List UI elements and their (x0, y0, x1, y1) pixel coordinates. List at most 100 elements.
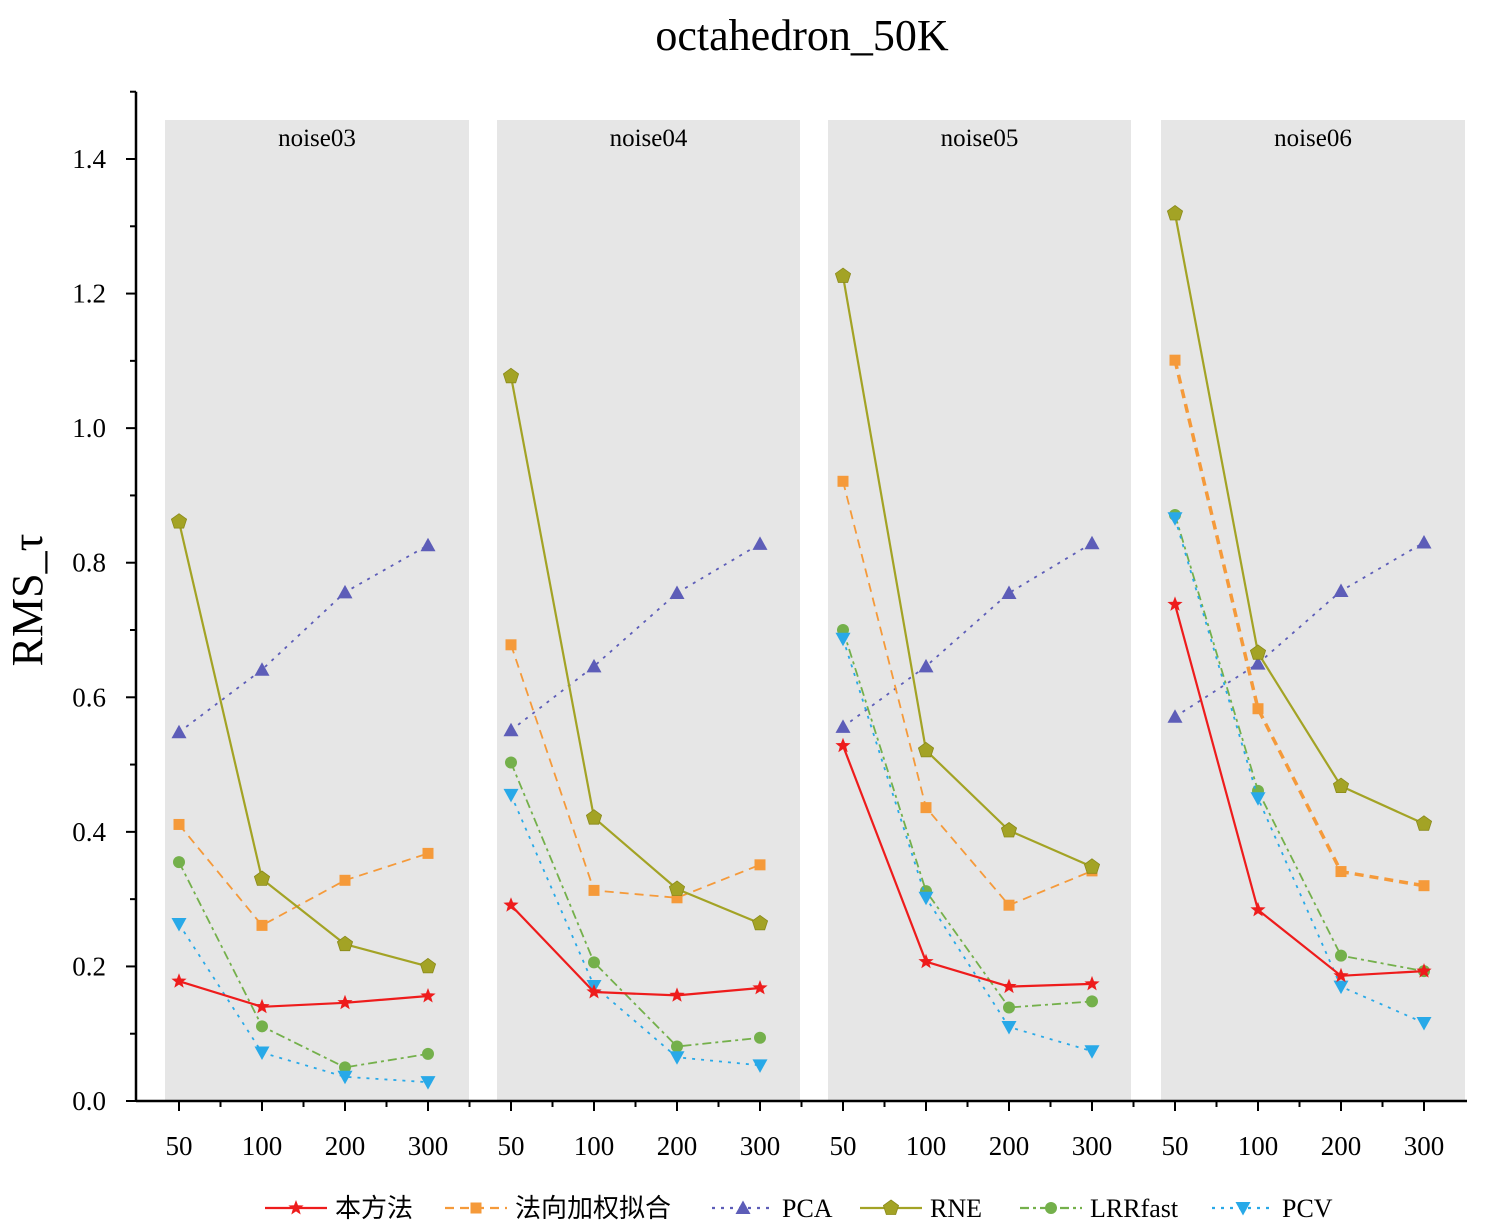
legend-marker (882, 1199, 900, 1215)
data-point (256, 1020, 268, 1033)
data-point (253, 870, 271, 886)
chart-title: octahedron_50K (655, 11, 948, 60)
series-line-noise03 (178, 823, 429, 927)
data-point (1250, 656, 1266, 670)
data-point (835, 737, 851, 753)
data-point (505, 639, 517, 651)
data-point (503, 788, 519, 803)
data-point (1250, 792, 1266, 806)
data-point (1332, 777, 1350, 793)
x-tick-label: 300 (740, 1131, 781, 1161)
y-tick-label: 1.2 (72, 279, 106, 309)
series-line-noise04 (509, 376, 761, 925)
x-tick-label: 100 (574, 1131, 615, 1161)
legend-label: LRRfast (1090, 1194, 1179, 1223)
y-tick-label: 0.2 (72, 951, 106, 981)
data-point (336, 935, 354, 952)
data-point (1333, 980, 1349, 995)
data-point (1086, 995, 1098, 1008)
data-point (254, 1046, 270, 1061)
data-point (834, 267, 852, 283)
data-point (171, 918, 187, 932)
data-point (1003, 1001, 1015, 1014)
data-point (503, 722, 519, 737)
series-line-noise05 (841, 745, 1093, 988)
data-point (420, 537, 436, 552)
data-point (503, 897, 519, 912)
data-point (585, 809, 603, 825)
data-point (256, 919, 268, 931)
y-tick-label: 1.0 (72, 413, 106, 443)
y-tick-label: 0.6 (72, 682, 106, 712)
series-line-noise04 (510, 644, 761, 899)
data-point (419, 957, 437, 974)
data-point (1333, 967, 1349, 983)
data-point (1252, 703, 1264, 715)
legend-marker (1235, 1202, 1251, 1216)
panel-title-noise05: noise05 (941, 125, 1019, 152)
data-point (1167, 596, 1183, 611)
series-line-noise06 (1174, 514, 1425, 972)
series-line-noise03 (177, 521, 429, 968)
series-line-noise05 (842, 638, 1093, 1053)
y-tick-label: 0.0 (72, 1086, 106, 1116)
panel-title-noise06: noise06 (1274, 125, 1352, 152)
data-point (505, 756, 517, 769)
data-point (171, 724, 187, 739)
data-point (1416, 963, 1432, 978)
data-point (1000, 822, 1018, 838)
legend-label: PCV (1282, 1194, 1333, 1223)
series-line-noise04 (510, 543, 761, 732)
data-point (337, 584, 353, 599)
data-point (1084, 1045, 1100, 1059)
data-point (918, 891, 934, 906)
series-line-noise04 (510, 794, 761, 1067)
data-point (835, 632, 851, 647)
data-point (1167, 709, 1183, 723)
data-point (668, 880, 686, 896)
data-point (586, 984, 602, 999)
series-layer (170, 205, 1433, 1090)
legend-marker (735, 1200, 751, 1214)
data-point (751, 914, 769, 931)
data-point (1416, 535, 1432, 549)
data-point (1003, 899, 1015, 911)
data-point (171, 973, 187, 988)
x-tick-label: 100 (906, 1131, 947, 1161)
data-point (752, 980, 768, 995)
series-line-noise05 (842, 629, 1093, 1009)
x-tick-label: 100 (242, 1131, 283, 1161)
x-tick-label: 50 (166, 1131, 193, 1161)
data-point (669, 987, 685, 1002)
x-tick-label: 300 (1072, 1131, 1113, 1161)
data-point (1335, 866, 1347, 878)
data-point (420, 1076, 436, 1090)
panel-title-noise03: noise03 (278, 125, 356, 152)
y-axis-label: RMS_τ (3, 534, 52, 667)
data-point (254, 998, 270, 1014)
legend-marker (288, 1200, 304, 1215)
data-point (1084, 975, 1100, 991)
data-point (669, 1051, 685, 1065)
series-line-noise03 (178, 980, 429, 1008)
data-point (837, 475, 849, 487)
data-point (918, 658, 934, 673)
data-point (754, 859, 766, 871)
series-line-noise05 (841, 275, 1093, 868)
data-point (1084, 535, 1100, 550)
data-point (1249, 644, 1267, 660)
data-point (918, 953, 934, 969)
series-line-noise06 (1174, 518, 1425, 1024)
data-point (339, 1061, 351, 1074)
series-line-noise06 (1173, 213, 1425, 825)
series-line-noise06 (1174, 541, 1425, 718)
legend-marker (1045, 1202, 1057, 1214)
panel-background-noise04 (497, 120, 800, 1101)
legend-label: RNE (930, 1194, 982, 1223)
data-point (1001, 978, 1017, 994)
data-point (1335, 949, 1347, 962)
x-tick-label: 200 (989, 1131, 1030, 1161)
data-point (1250, 901, 1266, 917)
data-point (339, 874, 351, 886)
